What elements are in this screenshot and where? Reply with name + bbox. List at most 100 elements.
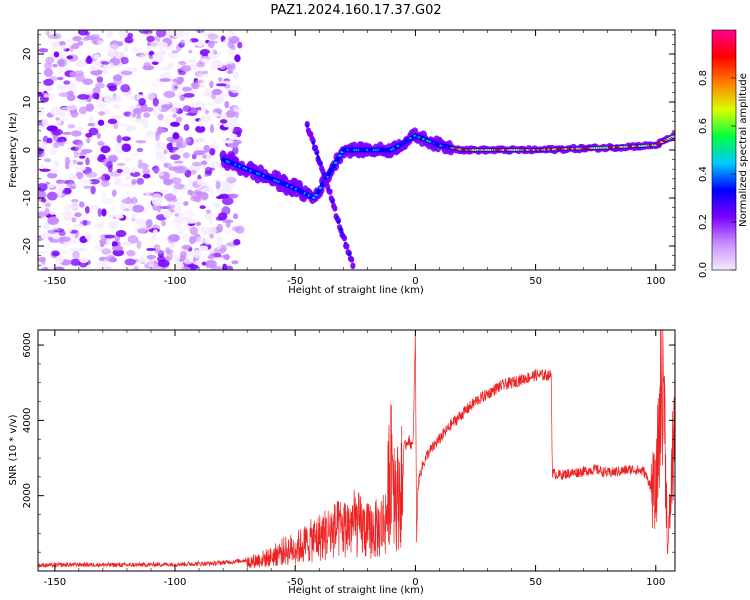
- spectrogram-branch-core: [315, 151, 319, 156]
- spectrogram-noise-blob: [121, 136, 131, 142]
- snr-series-line: [38, 330, 675, 569]
- spectrogram-noise-blob: [146, 92, 156, 100]
- spectrogram-noise-blob: [213, 202, 221, 208]
- spectrogram-noise-blob: [101, 61, 110, 65]
- spectrogram-signal-peak: [314, 194, 318, 197]
- spectrogram-noise-blob: [209, 48, 217, 55]
- spectrogram-noise-blob: [85, 56, 93, 65]
- spectrogram-noise-blob: [111, 189, 117, 197]
- spectrogram-noise-blob: [232, 106, 243, 113]
- spectrogram-noise-blob: [229, 85, 242, 94]
- spectrogram-noise-blob: [78, 151, 87, 156]
- spectrogram-noise-blob: [124, 36, 134, 44]
- spectrogram-noise-blob: [201, 261, 207, 266]
- spectrogram-noise-blob: [216, 236, 223, 241]
- x-tick-label: 50: [529, 577, 542, 588]
- spectrogram-noise-blob: [183, 258, 193, 265]
- spectrogram-noise-blob: [66, 55, 74, 60]
- spectrogram-noise-blob: [69, 71, 77, 78]
- spectrogram-noise-blob: [108, 44, 120, 49]
- spectrogram-noise-blob: [38, 125, 45, 130]
- spectrogram-noise-blob: [196, 30, 205, 34]
- spectrogram-noise-blob: [207, 102, 216, 106]
- x-tick-label: -50: [287, 577, 303, 588]
- spectrogram-noise-blob: [210, 91, 217, 100]
- spectrogram-noise-blob: [39, 168, 51, 172]
- colorbar-tick-label: 0.2: [698, 214, 709, 230]
- spectrogram-noise-blob: [212, 112, 219, 117]
- spectrogram-noise-blob: [72, 35, 82, 42]
- spectrogram-noise-blob: [197, 245, 209, 252]
- spectrogram-noise-blob: [59, 111, 66, 118]
- spectrogram-noise-blob: [88, 178, 100, 185]
- spectrogram-noise-blob: [217, 77, 223, 82]
- spectrogram-noise-blob: [94, 62, 103, 67]
- spectrogram-noise-blob: [163, 149, 168, 155]
- spectrogram-noise-blob: [159, 72, 172, 79]
- spectrogram-noise-blob: [146, 247, 157, 252]
- spectrogram-noise-blob: [142, 168, 150, 175]
- spectrogram-noise-blob: [57, 69, 62, 75]
- spectrogram-noise-blob: [42, 221, 51, 230]
- x-tick-label: -100: [164, 577, 187, 588]
- spectrogram-noise-blob: [173, 165, 185, 174]
- spectrogram-branch-blob: [341, 235, 348, 242]
- spectrogram-noise-blob: [201, 160, 208, 166]
- spectrogram-noise-blob: [152, 109, 158, 115]
- spectrogram-noise-blob: [205, 209, 211, 214]
- spectrogram-noise-blob: [168, 51, 179, 59]
- spectrogram-noise-blob: [96, 260, 107, 267]
- spectrogram-noise-blob: [107, 49, 116, 58]
- spectrogram-noise-blob: [116, 134, 122, 144]
- spectrogram-noise-blob: [43, 68, 54, 77]
- spectrogram-noise-blob: [231, 226, 240, 232]
- spectrogram-noise-blob: [150, 235, 157, 242]
- spectrogram-noise-blob: [97, 119, 105, 126]
- spectrogram-noise-blob: [195, 125, 206, 133]
- spectrogram-noise-blob: [45, 30, 50, 37]
- spectrogram-noise-blob: [175, 207, 183, 213]
- spectrogram-y-ticks: -20 -10 0 10 20: [22, 34, 675, 266]
- spectrogram-noise-blob: [209, 248, 215, 254]
- spectrogram-noise-blob: [85, 206, 90, 214]
- spectrogram-noise-blob: [115, 230, 127, 238]
- spectrogram-noise-blob: [206, 226, 217, 235]
- spectrogram-noise-blob: [126, 249, 136, 257]
- colorbar-ticks: 0.0 0.2 0.4 0.6 0.8: [698, 70, 736, 278]
- spectrogram-noise-blob: [208, 218, 214, 225]
- spectrogram-noise-blob: [161, 220, 167, 227]
- spectrogram-noise-blob: [176, 63, 182, 70]
- spectrogram-noise-blob: [151, 61, 159, 65]
- spectrogram-branch-core: [311, 141, 315, 145]
- y-tick-label: -10: [22, 190, 33, 206]
- spectrogram-noise-blob: [163, 178, 173, 186]
- spectrogram-noise-blob: [123, 243, 134, 247]
- spectrogram-noise-blob: [173, 160, 184, 164]
- spectrogram-noise-blob: [207, 40, 215, 49]
- spectrogram-noise-blob: [222, 140, 234, 144]
- spectrogram-noise-blob: [58, 44, 68, 51]
- spectrogram-noise-blob: [76, 99, 89, 104]
- spectrogram-noise-blob: [163, 90, 176, 99]
- colorbar-label: Normalized spectral amplitude: [738, 73, 749, 227]
- spectrogram-noise-blob: [103, 108, 110, 115]
- spectrogram-noise-blob: [97, 208, 102, 217]
- spectrogram-noise-blob: [67, 124, 76, 129]
- spectrogram-noise-blob: [184, 137, 191, 144]
- spectrogram-noise-blob: [169, 107, 177, 114]
- spectrogram-noise-blob: [38, 232, 50, 239]
- spectrogram-noise-blob: [132, 204, 145, 213]
- spectrogram-noise-blob: [207, 33, 219, 40]
- spectrogram-noise-blob: [96, 76, 104, 83]
- spectrogram-noise-blob: [59, 117, 68, 122]
- spectrogram-noise-blob: [138, 30, 151, 34]
- spectrogram-noise-blob: [159, 172, 165, 177]
- spectrogram-noise-blob: [85, 171, 98, 178]
- spectrogram-noise-blob: [58, 92, 70, 98]
- spectrogram-noise-blob: [93, 222, 104, 229]
- x-tick-label: 100: [646, 577, 665, 588]
- spectrogram-noise-blob: [111, 207, 117, 211]
- spectrogram-noise-blob: [153, 165, 160, 174]
- spectrogram-noise-blob: [151, 197, 163, 206]
